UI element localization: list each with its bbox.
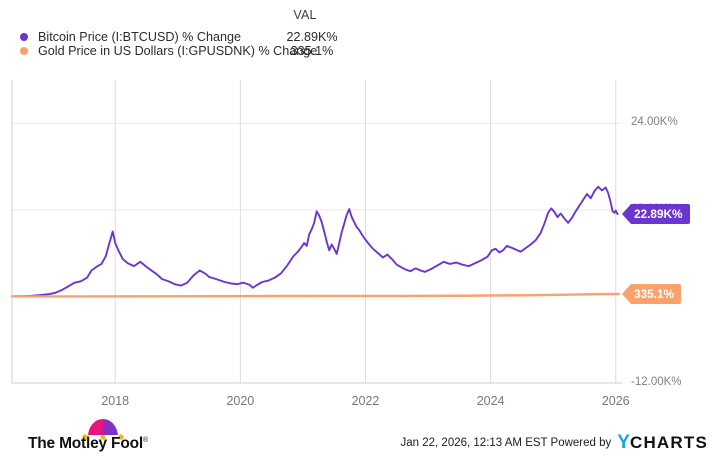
legend-value-gold: 335.1% [290,44,334,58]
footer-timestamp: Jan 22, 2026, 12:13 AM EST Powered by [400,436,612,449]
motley-fool-brand-text: The Motley Fool [28,435,143,452]
legend-value-bitcoin: 22.89K% [286,30,338,44]
registered-trademark-icon: ® [142,436,148,444]
flag-label: 335.1% [631,284,682,304]
gridlines [12,80,622,384]
bitcoin-end-value-flag: 22.89K% [622,204,690,225]
series-dot-gold [20,47,28,55]
series-dot-bitcoin [20,33,28,41]
legend-label-gold: Gold Price in US Dollars (I:GPUSDNK) % C… [38,44,318,58]
motley-fool-logo: The Motley Fool® [14,416,194,454]
x-axis-tick-label: 2024 [476,394,505,408]
ycharts-logo: Y CHARTS [617,433,708,452]
x-axis-tick-label: 2018 [101,394,130,408]
y-axis-tick-label: 24.00K% [631,116,678,129]
jester-hat-icon [82,419,124,440]
series-line-gold [10,292,621,298]
legend-label-bitcoin: Bitcoin Price (I:BTCUSD) % Change [38,30,241,44]
footer-attribution: Jan 22, 2026, 12:13 AM EST Powered by Y … [401,433,708,452]
chart-canvas [10,80,622,384]
ycharts-wordmark: CHARTS [629,433,708,452]
series-lines [10,185,621,298]
chart-footer: The Motley Fool® Jan 22, 2026, 12:13 AM … [0,414,720,456]
x-axis-tick-label: 2026 [601,394,630,408]
flag-label: 22.89K% [631,204,690,225]
axis-lines [11,80,622,384]
ycharts-y-icon: Y [617,432,630,453]
flag-pointer-icon [622,284,631,304]
x-axis-tick-label: 2020 [226,394,255,408]
y-axis-tick-label: -12.00K% [631,376,682,388]
x-axis-tick-label: 2022 [351,394,380,408]
series-line-bitcoin [11,185,619,298]
chart-legend: VAL Bitcoin Price (I:BTCUSD) % Change 22… [0,0,720,70]
motley-fool-wordmark: The Motley Fool® [28,435,148,453]
gold-end-value-flag: 335.1% [622,284,682,304]
flag-pointer-icon [622,204,631,225]
legend-value-header: VAL [293,8,317,22]
